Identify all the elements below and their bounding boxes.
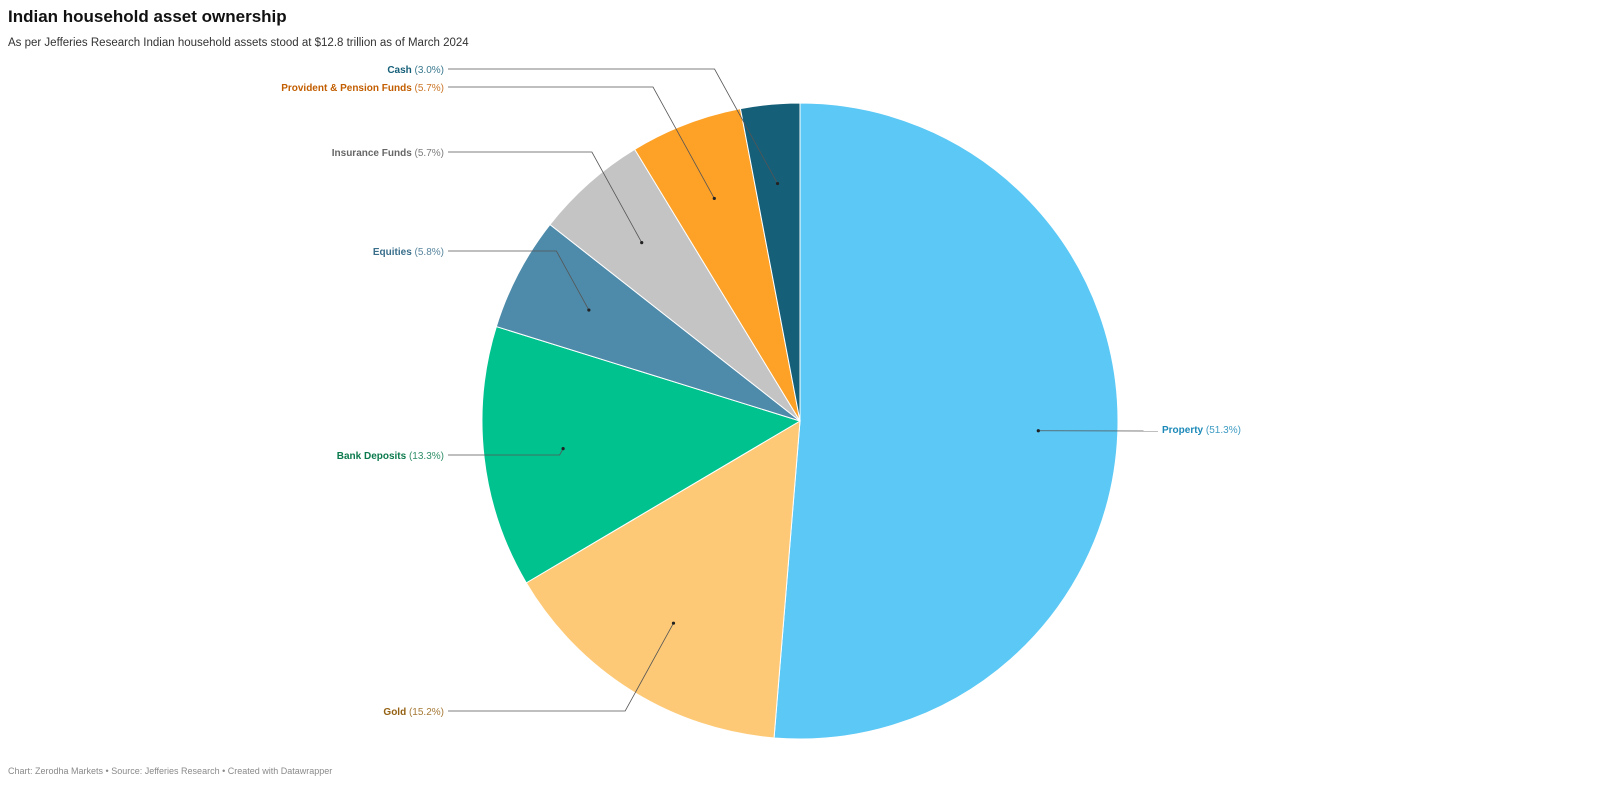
- chart-subtitle: As per Jefferies Research Indian househo…: [8, 37, 469, 49]
- slice-label-name: Property: [1162, 425, 1204, 436]
- pie-slice-cash: [739, 102, 801, 422]
- slice-label-name: Bank Deposits: [337, 451, 407, 462]
- leader-dot-provident-pension-funds: [712, 196, 716, 201]
- pie-slice-bank-deposits: [481, 325, 802, 584]
- pie-slices: [481, 102, 1119, 740]
- slice-label-equities: Equities (5.8%): [373, 247, 444, 258]
- slice-label-name: Provident & Pension Funds: [281, 83, 412, 94]
- slice-label-name: Insurance Funds: [332, 148, 412, 159]
- leader-line-provident-pension-funds: [448, 86, 715, 199]
- leader-dot-cash: [775, 181, 780, 186]
- slice-label-name: Gold: [383, 707, 406, 718]
- leader-line-insurance-funds: [448, 151, 643, 243]
- slice-label-name: Cash: [387, 65, 411, 76]
- leader-line-bank-deposits: [448, 448, 564, 456]
- leader-dot-insurance-funds: [640, 240, 644, 245]
- chart-footer: Chart: Zerodha Markets • Source: Jefferi…: [8, 766, 333, 776]
- leader-dot-bank-deposits: [561, 447, 565, 451]
- slice-label-value: (3.0%): [412, 65, 444, 76]
- leader-dot-gold: [671, 621, 676, 625]
- leader-line-gold: [448, 622, 674, 712]
- leader-dot-property: [1036, 429, 1040, 433]
- pie-labels: Property (51.3%) Gold (15.2%) Bank Deposit…: [281, 65, 1241, 718]
- slice-label-value: (51.3%): [1203, 425, 1241, 436]
- slice-label-gold: Gold (15.2%): [383, 707, 444, 718]
- chart-title: Indian household asset ownership: [8, 7, 287, 26]
- pie-slice-property: [773, 102, 1119, 740]
- slice-label-cash: Cash (3.0%): [387, 65, 444, 76]
- slice-label-property: Property (51.3%): [1162, 425, 1241, 436]
- slice-label-name: Equities: [373, 247, 412, 258]
- slice-label-value: (5.7%): [412, 83, 444, 94]
- slice-label-bank-deposits: Bank Deposits (13.3%): [337, 451, 444, 462]
- slice-label-insurance-funds: Insurance Funds (5.7%): [332, 148, 444, 159]
- leader-line-cash: [448, 68, 778, 184]
- leader-line-equities: [448, 250, 590, 311]
- slice-label-provident-pension-funds: Provident & Pension Funds (5.7%): [281, 83, 444, 94]
- slice-label-value: (5.7%): [412, 148, 444, 159]
- slice-label-value: (13.3%): [406, 451, 444, 462]
- slice-label-value: (5.8%): [412, 247, 444, 258]
- slice-label-value: (15.2%): [406, 707, 444, 718]
- leader-dot-equities: [587, 308, 591, 312]
- pie-slice-gold: [525, 420, 801, 739]
